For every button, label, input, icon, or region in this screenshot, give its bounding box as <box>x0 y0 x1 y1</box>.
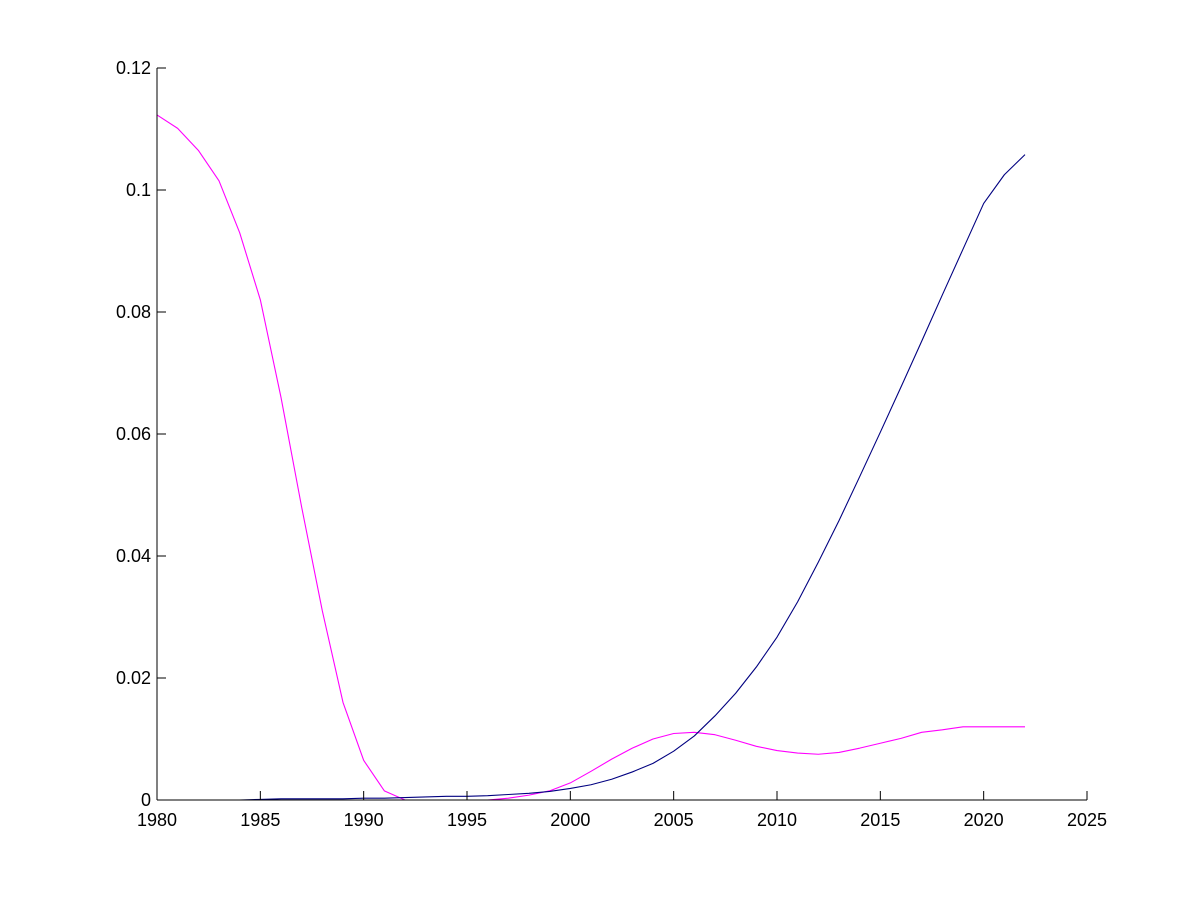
x-tick-label: 2015 <box>860 810 900 830</box>
series-line-1 <box>156 114 1025 801</box>
y-tick-label: 0.08 <box>116 302 151 322</box>
x-tick-label: 1990 <box>344 810 384 830</box>
y-tick-label: 0.06 <box>116 424 151 444</box>
y-tick-label: 0.12 <box>116 58 151 78</box>
series-line-2 <box>157 154 1026 801</box>
x-tick-label: 1985 <box>240 810 280 830</box>
y-tick-label: 0.1 <box>126 180 151 200</box>
x-tick-label: 2010 <box>757 810 797 830</box>
x-tick-label: 2025 <box>1067 810 1107 830</box>
x-tick-label: 1995 <box>447 810 487 830</box>
y-tick-label: 0.04 <box>116 546 151 566</box>
y-tick-label: 0.02 <box>116 668 151 688</box>
series-layer <box>156 114 1026 801</box>
x-tick-label: 2005 <box>654 810 694 830</box>
axes-layer <box>156 68 1087 801</box>
y-tick-label: 0 <box>141 790 151 810</box>
x-tick-label: 2020 <box>964 810 1004 830</box>
ticks-layer: 1980 1985 1990 1995 2000 2005 2010 2015 2020 2025… <box>116 58 1107 830</box>
x-tick-label: 1980 <box>137 810 177 830</box>
x-tick-label: 2000 <box>550 810 590 830</box>
